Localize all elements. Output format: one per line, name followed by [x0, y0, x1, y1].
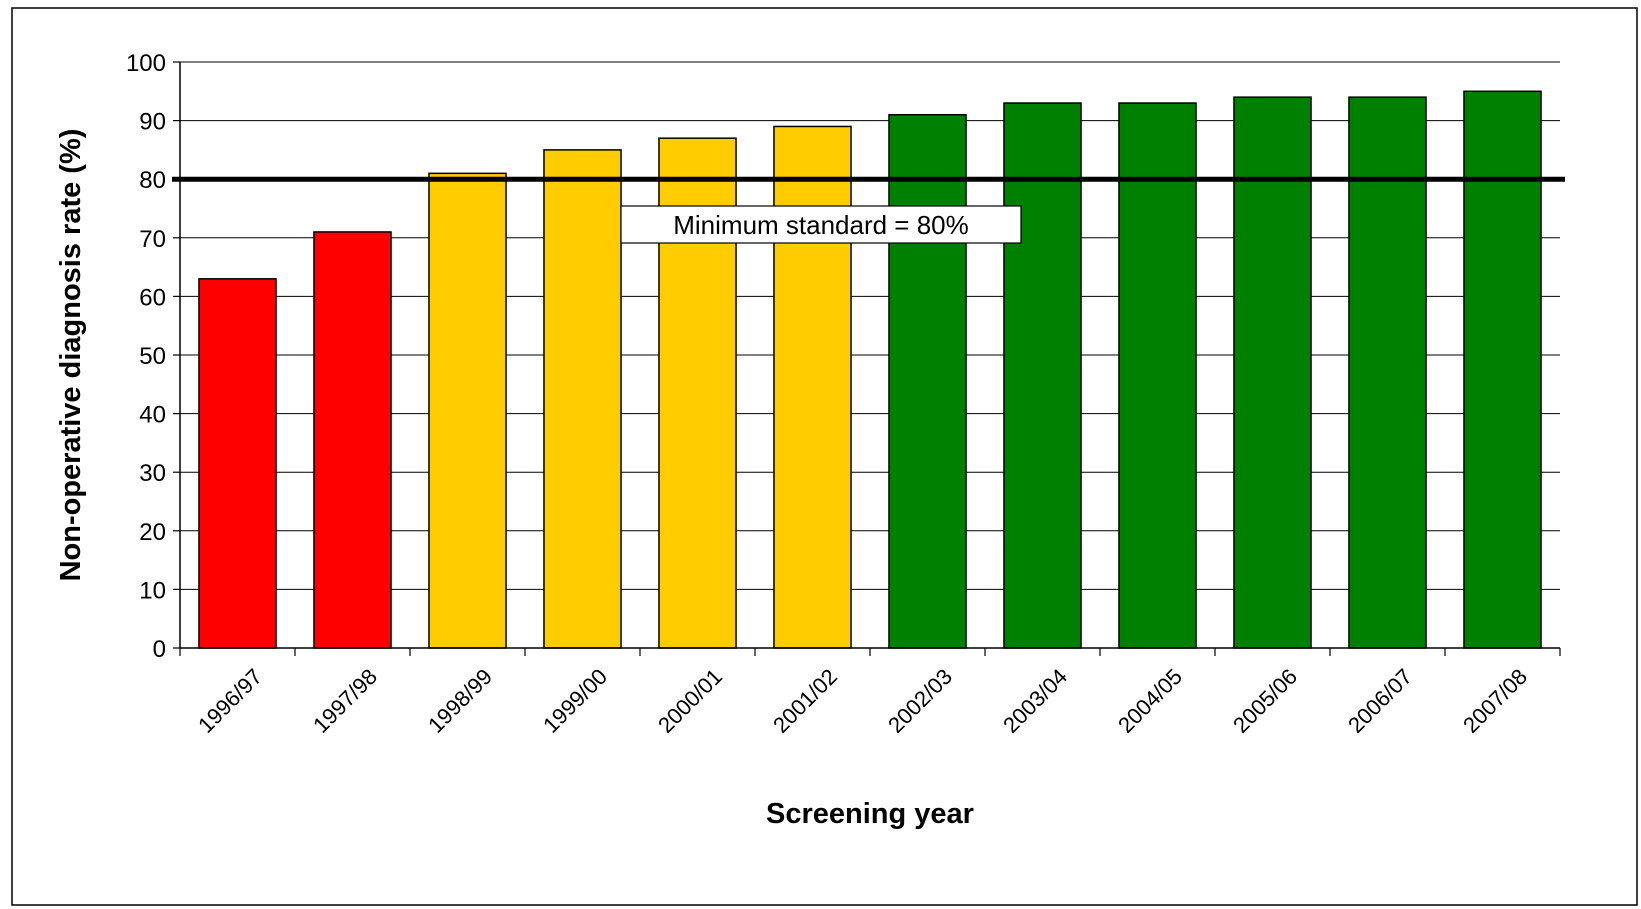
bar-2002-03 — [888, 113, 967, 649]
y-tick-label: 90 — [139, 109, 166, 136]
bar-2006-07 — [1348, 96, 1427, 649]
bar-2005-06 — [1233, 96, 1312, 649]
y-tick-label: 70 — [139, 226, 166, 253]
axes-group — [173, 61, 1561, 656]
y-tick-label: 0 — [153, 636, 166, 663]
bar-2003-04 — [1003, 102, 1082, 649]
bar-2001-02 — [773, 125, 852, 649]
y-tick-label: 10 — [139, 577, 166, 604]
reference-label-box — [620, 205, 1022, 244]
reference-label: Minimum standard = 80% — [673, 210, 969, 240]
bar-1996-97 — [198, 278, 277, 649]
bar-2007-08 — [1463, 90, 1542, 649]
gridlines — [180, 61, 1560, 648]
y-tick-label: 20 — [139, 519, 166, 546]
bars-group — [198, 90, 1542, 649]
y-axis-title: Non-operative diagnosis rate (%) — [55, 129, 87, 582]
y-tick-label: 30 — [139, 460, 166, 487]
bar-2004-05 — [1118, 102, 1197, 649]
y-tick-label: 100 — [126, 50, 166, 77]
bar-1997-98 — [313, 231, 392, 649]
y-tick-label: 80 — [139, 167, 166, 194]
y-tick-label: 40 — [139, 402, 166, 429]
y-tick-label: 50 — [139, 343, 166, 370]
x-axis-title: Screening year — [766, 798, 974, 830]
bar-1999-00 — [543, 149, 622, 649]
y-tick-label: 60 — [139, 284, 166, 311]
y-tick-labels: 0 10 20 30 40 50 60 70 80 90 100 — [126, 50, 166, 663]
reference-line-group: Minimum standard = 80% — [172, 176, 1565, 244]
bar-1998-99 — [428, 172, 507, 649]
